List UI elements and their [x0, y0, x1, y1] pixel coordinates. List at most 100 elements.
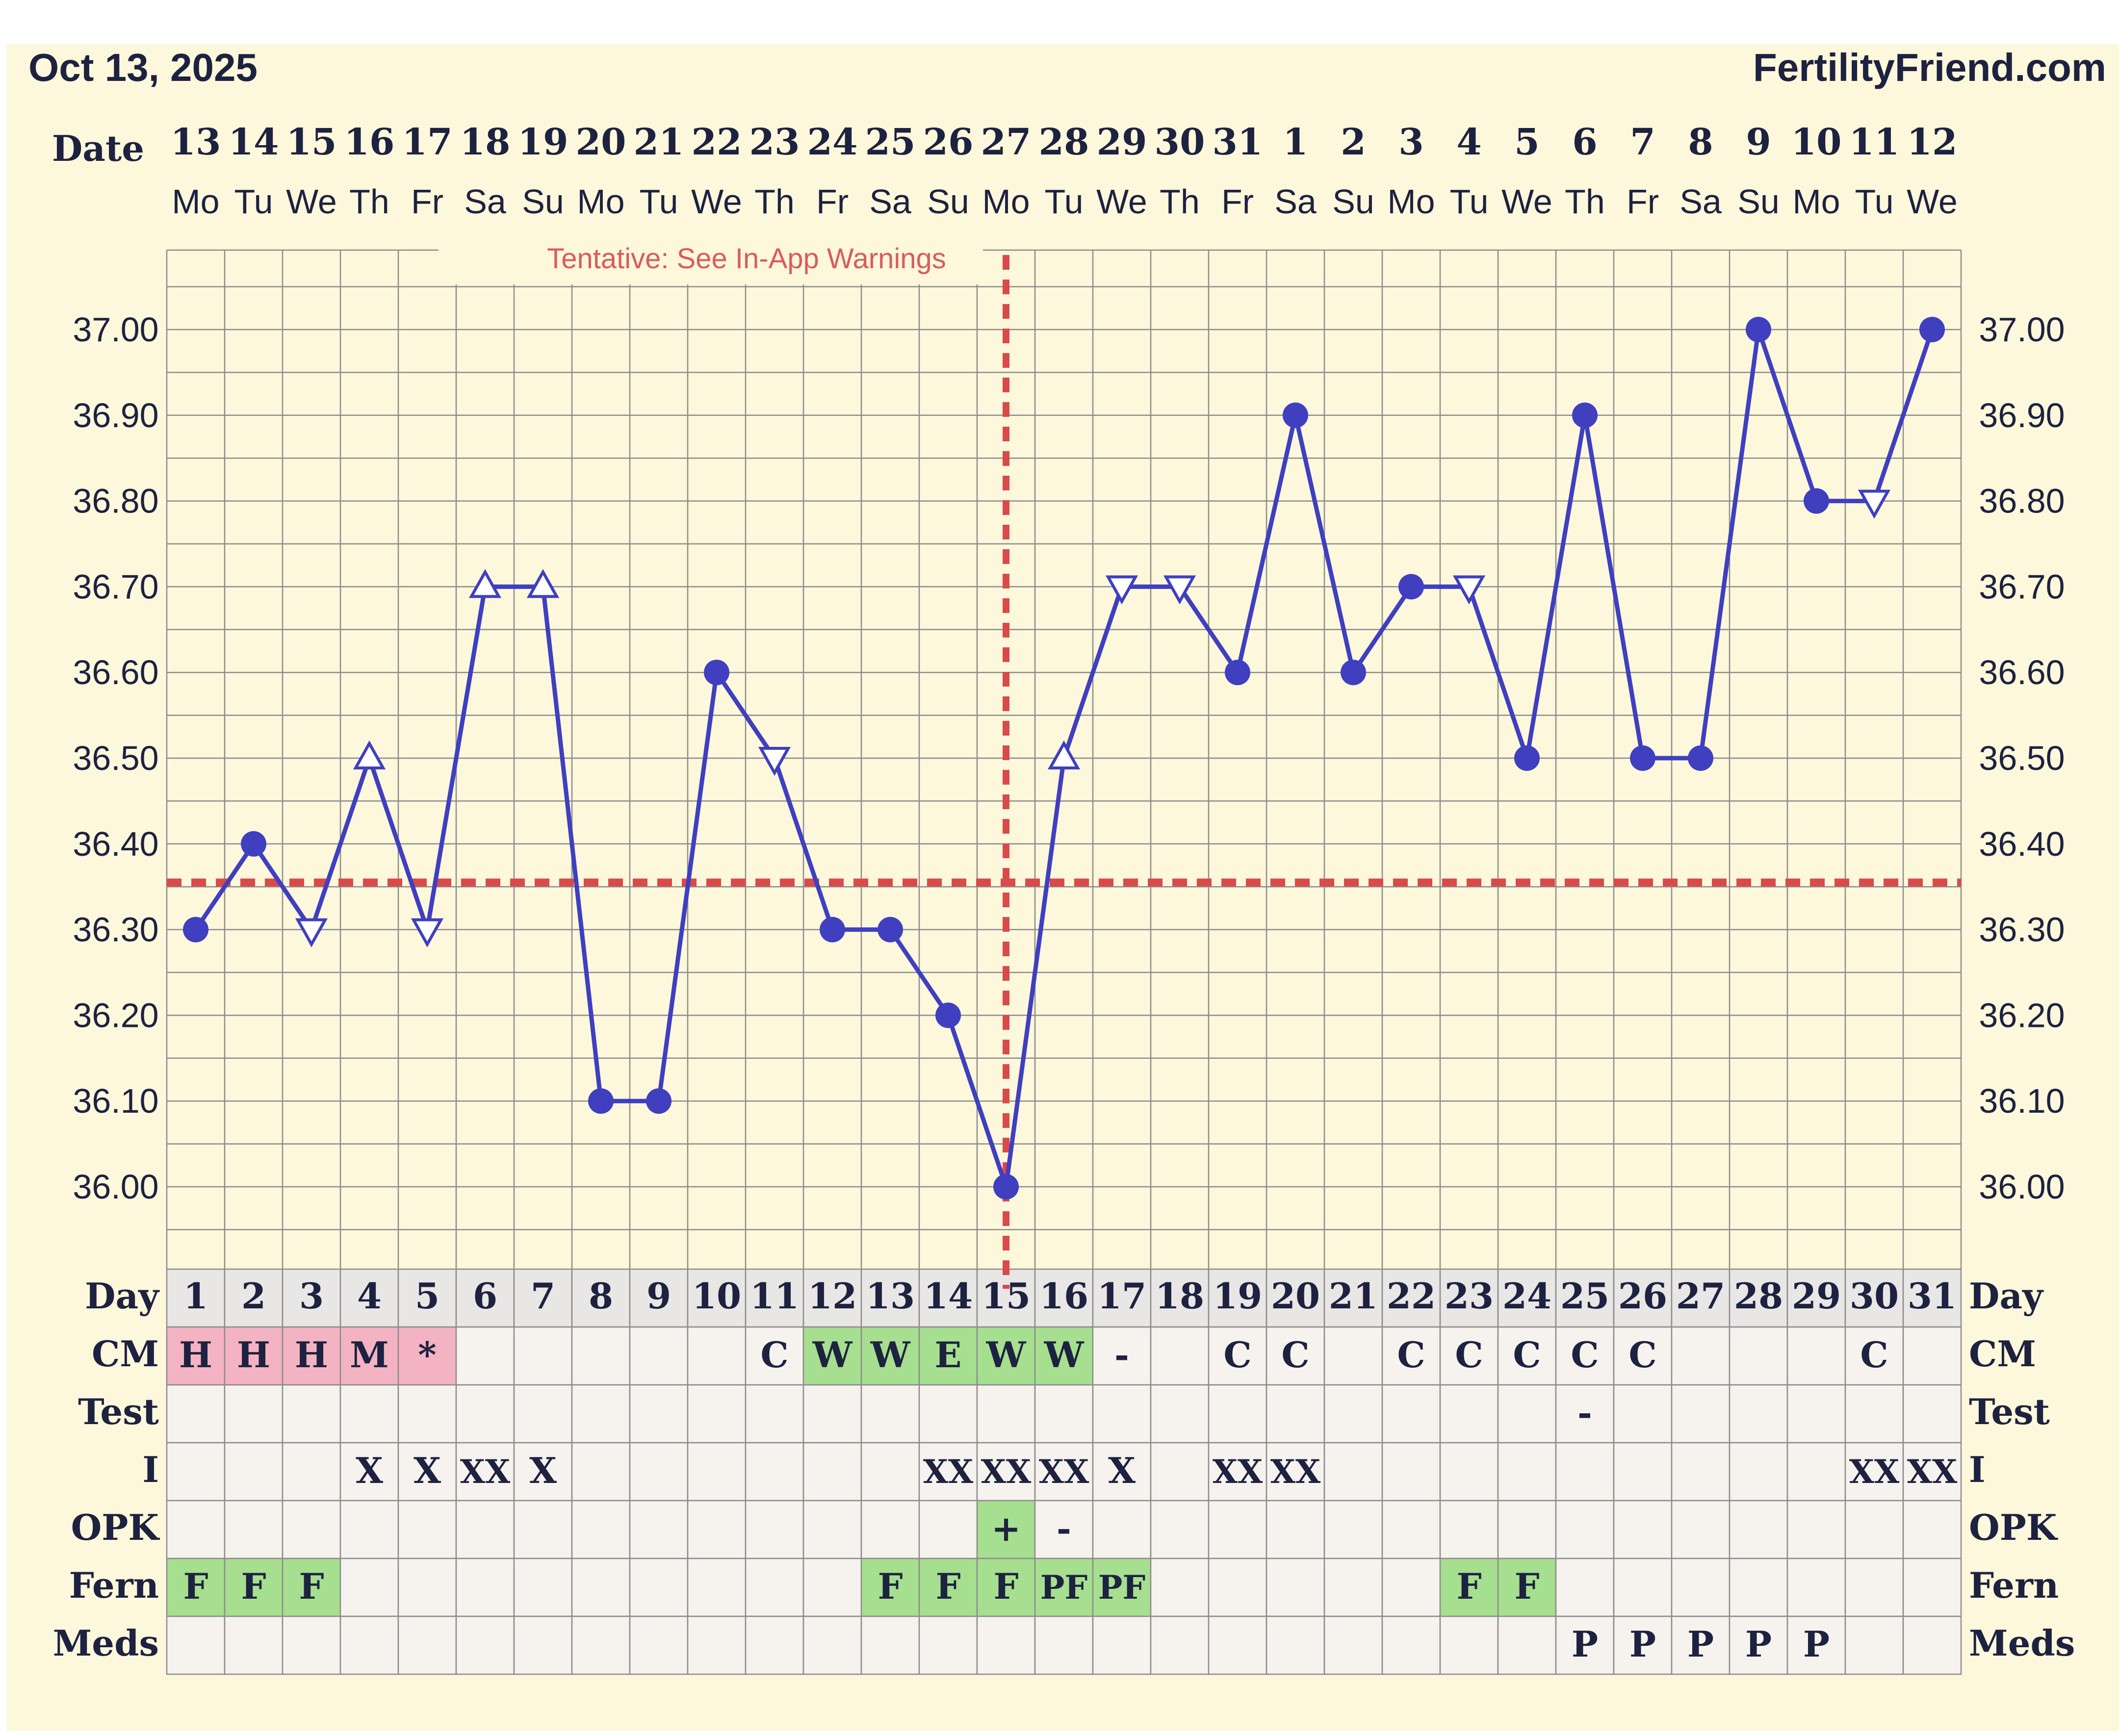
weekday-label: Tu	[1855, 182, 1893, 221]
table-cell	[745, 1442, 804, 1502]
cycle-day-label: 4	[357, 1275, 382, 1317]
site-name[interactable]: FertilityFriend.com	[1753, 46, 2106, 89]
temperature-point-open[interactable]	[1163, 575, 1196, 605]
table-cell	[1381, 1442, 1441, 1502]
cell-value-cm: C	[1455, 1334, 1483, 1376]
table-cell	[629, 1442, 689, 1502]
table-cell	[1902, 1268, 1962, 1328]
table-cell	[802, 1557, 862, 1617]
table-cell	[745, 1557, 804, 1617]
weekday-label: Su	[1737, 182, 1780, 221]
temperature-point[interactable]	[241, 831, 266, 857]
y-tick-label-right: 36.50	[1979, 739, 2065, 777]
temperature-point-open[interactable]	[1047, 740, 1081, 769]
temperature-point-open[interactable]	[411, 918, 444, 947]
weekday-label: Su	[1332, 182, 1374, 221]
temperature-point-open[interactable]	[1858, 489, 1891, 519]
temperature-point[interactable]	[1225, 660, 1250, 686]
table-cell	[1786, 1615, 1846, 1675]
table-cell	[1439, 1557, 1499, 1617]
cycle-day-label: 1	[183, 1275, 208, 1317]
cycle-day-label: 9	[646, 1275, 671, 1317]
table-cell	[1150, 1500, 1210, 1559]
table-cell	[224, 1500, 284, 1559]
table-cell	[1034, 1615, 1094, 1675]
table-cell	[802, 1326, 862, 1386]
temperature-point[interactable]	[1746, 317, 1771, 342]
weekday-label: Mo	[577, 182, 624, 221]
temperature-point[interactable]	[1804, 488, 1829, 514]
temperature-point-open[interactable]	[353, 740, 386, 769]
table-cell	[1555, 1557, 1615, 1617]
temperature-point-open[interactable]	[1105, 575, 1138, 605]
table-cell	[1208, 1557, 1267, 1617]
temperature-point[interactable]	[1630, 745, 1655, 771]
date-label: 4	[1456, 121, 1482, 163]
temperature-point[interactable]	[993, 1174, 1019, 1200]
date-label: 23	[749, 121, 800, 163]
date-label: 31	[1213, 121, 1263, 163]
table-cell	[1902, 1442, 1962, 1502]
table-cell	[745, 1500, 804, 1559]
cell-value-cm: C	[1571, 1334, 1599, 1376]
table-cell	[166, 1384, 226, 1444]
table-cell	[1439, 1384, 1499, 1444]
row-label-left: Fern	[69, 1564, 159, 1606]
temperature-point[interactable]	[1398, 574, 1424, 600]
temperature-point-open[interactable]	[1452, 575, 1486, 605]
cycle-day-label: 22	[1387, 1275, 1436, 1317]
temperature-point[interactable]	[183, 917, 208, 943]
table-cell	[1671, 1442, 1731, 1502]
table-cell	[1555, 1442, 1615, 1502]
table-cell	[1729, 1500, 1788, 1559]
temperature-point[interactable]	[646, 1088, 672, 1114]
temperature-point[interactable]	[1688, 745, 1713, 771]
date-row-label: Date	[52, 128, 144, 169]
table-cell	[513, 1326, 573, 1386]
weekday-label: We	[1501, 182, 1552, 221]
cell-value-cm: C	[1397, 1334, 1425, 1376]
cycle-day-label: 26	[1618, 1275, 1667, 1317]
table-cell	[918, 1500, 978, 1559]
temperature-point-open[interactable]	[468, 569, 502, 598]
table-cell	[1729, 1384, 1788, 1444]
weekday-label: Mo	[172, 182, 219, 221]
temperature-point[interactable]	[1572, 402, 1598, 428]
temperature-point[interactable]	[588, 1088, 614, 1114]
table-cell	[1902, 1384, 1962, 1444]
cell-value-cm: H	[295, 1334, 328, 1376]
tentative-warning: Tentative: See In-App Warnings	[547, 243, 946, 275]
weekday-label: Mo	[1387, 182, 1435, 221]
cell-value-i: XX	[923, 1453, 974, 1491]
row-label-right: Test	[1969, 1391, 2050, 1432]
temperature-point-open[interactable]	[758, 747, 791, 776]
temperature-point[interactable]	[935, 1002, 961, 1028]
temperature-point[interactable]	[1514, 745, 1540, 771]
temperature-point[interactable]	[878, 917, 903, 943]
date-label: 28	[1039, 121, 1089, 163]
table-cell	[166, 1500, 226, 1559]
table-cell	[1323, 1268, 1383, 1328]
table-cell	[1208, 1326, 1267, 1386]
temperature-point-open[interactable]	[295, 918, 328, 947]
cell-value-fern: PF	[1040, 1568, 1088, 1607]
y-tick-label-left: 36.90	[73, 396, 158, 434]
table-cell	[1150, 1442, 1210, 1502]
temperature-point[interactable]	[1341, 660, 1366, 686]
table-cell	[1150, 1384, 1210, 1444]
temperature-point-open[interactable]	[526, 569, 560, 598]
date-label: 7	[1630, 121, 1655, 163]
table-cell	[1613, 1500, 1673, 1559]
date-label: 2	[1341, 121, 1366, 163]
table-cell	[282, 1500, 341, 1559]
weekday-label: Mo	[982, 182, 1030, 221]
temperature-point[interactable]	[1919, 317, 1945, 342]
table-cell	[1613, 1615, 1673, 1675]
table-cell	[455, 1384, 515, 1444]
cycle-day-label: 12	[808, 1275, 857, 1317]
weekday-label: We	[691, 182, 742, 221]
table-cell	[1902, 1326, 1962, 1386]
temperature-point[interactable]	[1283, 402, 1308, 428]
temperature-point[interactable]	[820, 917, 845, 943]
temperature-point[interactable]	[704, 660, 729, 686]
